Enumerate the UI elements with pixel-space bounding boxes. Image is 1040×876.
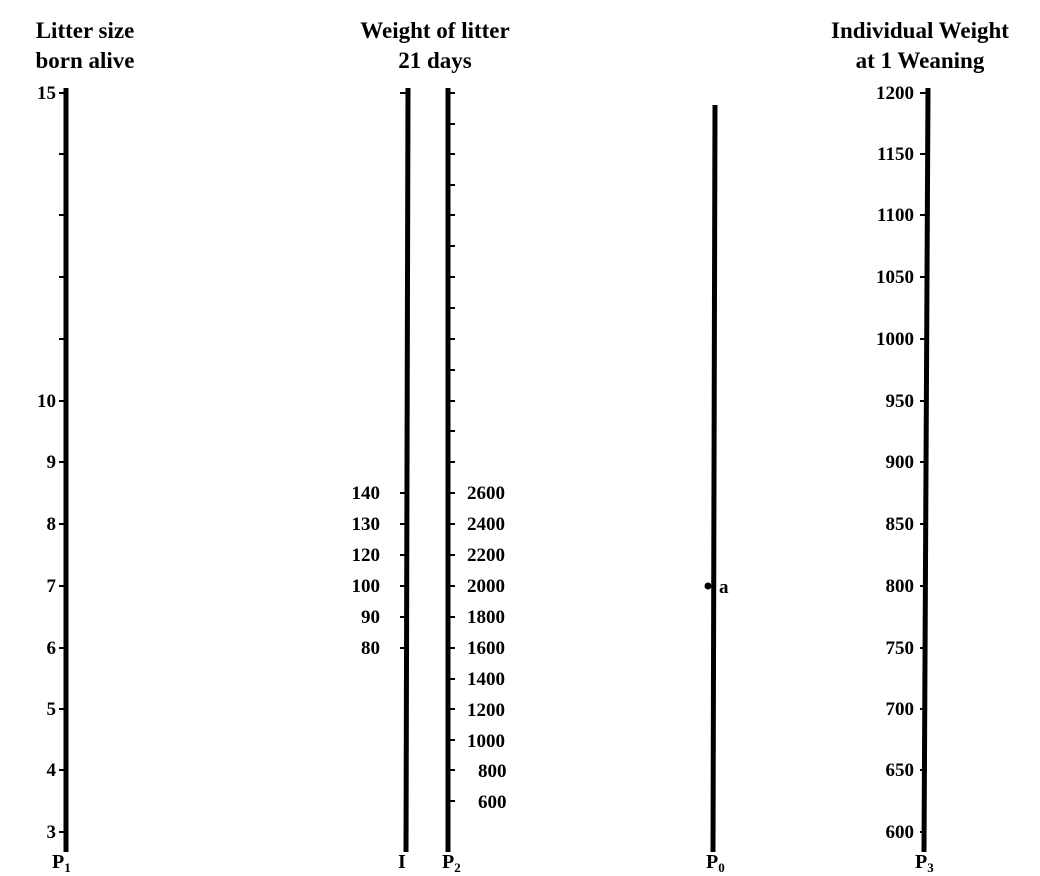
tick-label-p2: 800 [478,761,507,782]
tick-label-p1: 6 [47,638,57,659]
title-weight-of-litter: Weight of litter 21 days [360,18,509,73]
scale-p3: 1200 1150 1100 1050 1000 950 900 850 800… [876,83,934,875]
scale-name-p1: P1 [52,851,71,875]
scale-p2: 2600 2400 2200 2000 1800 1600 1400 1200 … [442,88,507,875]
scale-i: 140 130 120 100 90 80 I [352,87,411,873]
tick-label-p3: 700 [886,699,915,720]
tick-label-p3: 800 [886,576,915,597]
tick-label-i: 80 [361,638,380,659]
tick-label-i: 90 [361,607,380,628]
tick-label-p2: 600 [478,792,507,813]
tick-label-p3: 1050 [876,267,914,288]
title-individual-weight: Individual Weight at 1 Weaning [831,18,1009,73]
tick-label-p2: 1800 [467,607,505,628]
tick-label-p3: 1000 [876,329,914,350]
tick-label-p3: 650 [886,760,915,781]
tick-label-p3: 900 [886,452,915,473]
tick-label-p2: 2600 [467,483,505,504]
title-weight-line2: 21 days [398,48,472,73]
axis-line-i [403,87,411,853]
tick-label-p2: 1600 [467,638,505,659]
tick-label-p1: 15 [37,83,56,104]
title-litter-size: Litter size born alive [35,18,134,73]
tick-label-p3: 750 [886,638,915,659]
title-p3-line1: Individual Weight [831,18,1009,43]
tick-label-p3: 1200 [876,83,914,104]
tick-label-i: 120 [352,545,381,566]
point-a [704,582,712,590]
title-p1-line2: born alive [35,48,134,73]
tick-label-p1: 9 [47,452,57,473]
tick-label-i: 130 [352,514,381,535]
scale-p0: a P0 [704,104,729,875]
title-p1-line1: Litter size [36,18,135,43]
tick-label-p2: 2200 [467,545,505,566]
tick-label-p2: 1400 [467,669,505,690]
title-p3-line2: at 1 Weaning [856,48,985,73]
axis-line-p0 [710,104,718,853]
tick-label-p1: 4 [47,760,57,781]
scale-name-i: I [398,851,406,873]
tick-label-p1: 10 [37,391,56,412]
point-a-label: a [719,577,729,598]
tick-label-p3: 850 [886,514,915,535]
tick-label-i: 140 [352,483,381,504]
tick-label-p2: 1200 [467,700,505,721]
axis-line-p3 [921,87,931,853]
tick-label-p3: 600 [886,822,915,843]
tick-label-p1: 3 [47,822,57,843]
scale-name-p0: P0 [706,851,725,875]
tick-label-p1: 7 [47,576,57,597]
tick-label-p2: 2000 [467,576,505,597]
scale-name-p2: P2 [442,851,461,875]
tick-label-p1: 5 [47,699,57,720]
tick-label-p3: 1100 [877,205,914,226]
tick-label-p3: 950 [886,391,915,412]
tick-label-p2: 2400 [467,514,505,535]
tick-label-p1: 8 [47,514,57,535]
title-weight-line1: Weight of litter [360,18,509,43]
scale-name-p3: P3 [915,851,934,875]
tick-label-p2: 1000 [467,731,505,752]
tick-label-p3: 1150 [877,144,914,165]
scale-p1: 15 10 9 8 7 6 5 4 3 P1 [37,83,71,875]
tick-label-i: 100 [352,576,381,597]
